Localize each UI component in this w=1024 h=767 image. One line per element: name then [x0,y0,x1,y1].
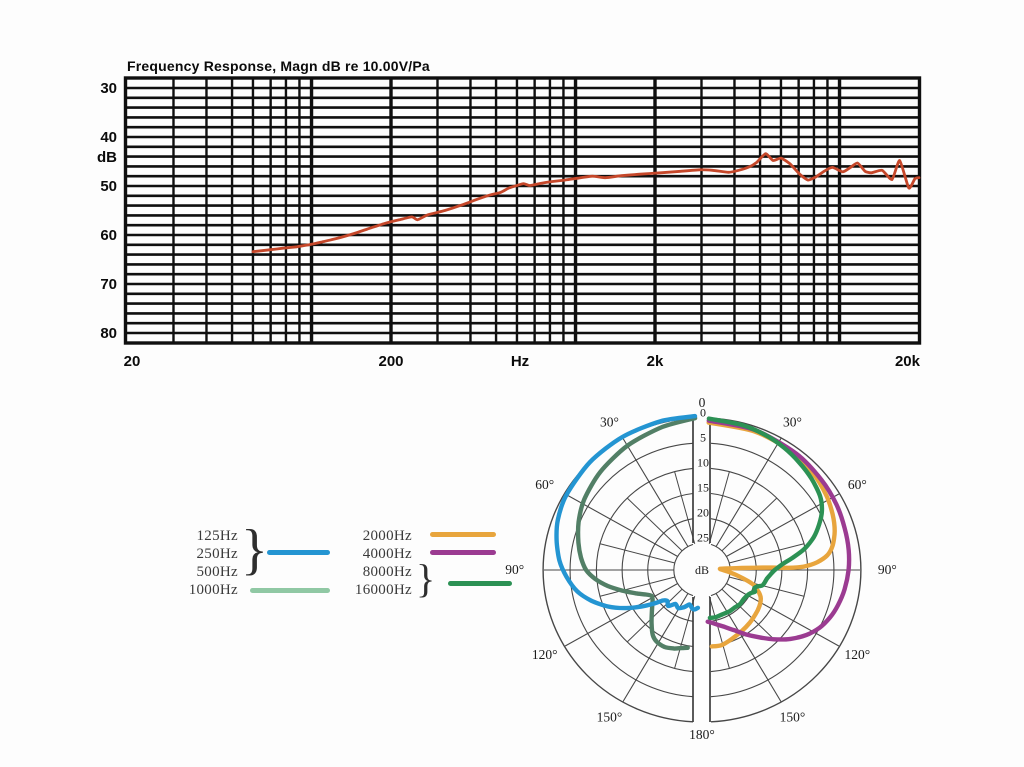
frequency-response-curve [251,152,921,254]
polar-angle-label: 90° [505,562,524,577]
polar-ring [673,543,694,597]
y-axis-unit-label: dB [97,149,117,166]
x-axis-labels: 20 200 2k 20k [124,353,921,370]
x-tick-label: 200 [378,353,403,370]
polar-minor-spoke [626,588,683,643]
polar-minor-spoke [728,576,805,597]
x-tick-label: 20k [895,353,921,370]
y-tick-label: 50 [100,178,117,195]
plot-border [123,76,922,345]
polar-minor-spoke [708,595,730,669]
y-tick-label: 30 [100,80,117,97]
chart-title: Frequency Response, Magn dB re 10.00V/Pa [127,58,430,74]
polar-unit-label: dB [695,563,709,577]
polar-db-tick-label: 15 [697,481,709,495]
x-tick-label: 20 [124,353,141,370]
y-tick-label: 70 [100,276,117,293]
y-tick-label: 80 [100,325,117,342]
polar-spoke [715,438,782,547]
polar-curve-2000hz [706,420,837,649]
polar-labels: 0 5 10 15 20 25 0 30° 30° 60° 60° 90° 90° 120° 120° 150… [505,395,897,742]
frequency-grid [125,78,920,343]
polar-angle-label: 30° [783,415,802,430]
polar-angle-label: 150° [780,709,806,724]
polar-db-tick-label: 25 [697,531,709,545]
polar-minor-spoke [721,588,778,643]
polar-minor-spoke [721,497,778,552]
polar-curves [554,413,852,651]
polar-db-tick-label: 10 [697,456,709,470]
polar-db-tick-label: 20 [697,506,709,520]
polar-curve-250hz [554,413,701,612]
polar-spoke [726,583,840,647]
polar-angle-label: 60° [535,477,554,492]
polar-db-tick-label: 0 [700,406,706,420]
polar-curve-8000hz-16000hz [706,416,825,621]
polar-curve-4000hz [705,418,852,642]
polar-angle-label: 180° [689,727,715,742]
polar-minor-spoke [728,543,805,564]
polar-minor-spoke [626,497,683,552]
polar-curve-1000hz [575,415,698,651]
polar-spoke [622,593,689,702]
x-axis-unit-label: Hz [511,353,529,370]
polar-minor-spoke [599,576,676,597]
polar-spoke [564,583,678,647]
polar-angle-label: 90° [878,562,897,577]
y-axis-labels: 30 40 50 60 70 80 [100,80,117,342]
polar-spoke [622,438,689,547]
y-tick-label: 60 [100,227,117,244]
polar-db-tick-label: 5 [700,431,706,445]
polar-angle-label: 150° [597,709,623,724]
polar-angle-label: 60° [848,477,867,492]
polar-ring [710,417,862,723]
polar-minor-spoke [674,471,696,545]
polar-minor-spoke [708,471,730,545]
polar-angle-label: 0 [699,395,706,410]
polar-angle-label: 30° [600,415,619,430]
polar-minor-spoke [599,543,676,564]
polar-angle-label: 120° [844,647,870,662]
y-tick-label: 40 [100,129,117,146]
x-tick-label: 2k [647,353,664,370]
polar-angle-label: 120° [532,647,558,662]
